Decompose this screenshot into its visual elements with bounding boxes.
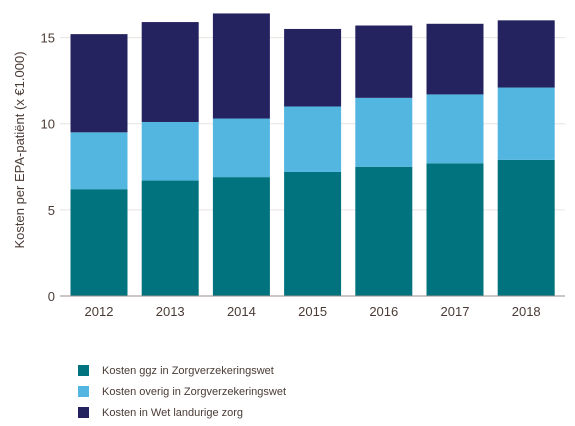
x-tick-label: 2015	[298, 304, 327, 319]
bar-segment	[212, 13, 270, 119]
bar-segment	[284, 171, 342, 296]
legend-swatch	[78, 407, 89, 418]
bar-segment	[355, 25, 413, 98]
bar-segment	[141, 22, 199, 122]
y-tick-label: 15	[41, 31, 55, 46]
legend: Kosten ggz in Zorgverzekeringswet Kosten …	[78, 360, 286, 423]
legend-item: Kosten ggz in Zorgverzekeringswet	[78, 360, 286, 381]
bar-segment	[212, 177, 270, 296]
legend-swatch	[78, 386, 89, 397]
bar-segment	[497, 87, 555, 160]
x-tick-label: 2013	[156, 304, 185, 319]
x-tick-label: 2016	[369, 304, 398, 319]
legend-swatch	[78, 365, 89, 376]
legend-item: Kosten overig in Zorgverzekeringswet	[78, 381, 286, 402]
bar-segment	[70, 34, 128, 133]
bar-segment	[70, 132, 128, 190]
bar-segment	[141, 121, 199, 181]
bar-segment	[426, 163, 484, 296]
legend-label: Kosten ggz in Zorgverzekeringswet	[102, 364, 274, 377]
bar-segment	[141, 180, 199, 296]
x-tick-labels: 2012 2013 2014 2015 2016 2017 2018	[85, 304, 541, 319]
y-tick-labels: 0 5 10 15	[41, 31, 55, 304]
bar-segment	[212, 118, 270, 178]
bar-segment	[355, 97, 413, 167]
legend-label: Kosten overig in Zorgverzekeringswet	[102, 385, 287, 398]
bar-segment	[497, 20, 555, 88]
bar-segment	[284, 106, 342, 172]
bar-segment	[284, 28, 342, 107]
bars	[70, 13, 555, 296]
bar-segment	[497, 159, 555, 296]
legend-label: Kosten in Wet landurige zorg	[102, 406, 244, 419]
y-tick-label: 0	[48, 289, 55, 304]
x-tick-label: 2012	[85, 304, 114, 319]
legend-item: Kosten in Wet landurige zorg	[78, 402, 286, 423]
bar-segment	[426, 23, 484, 95]
x-tick-label: 2018	[512, 304, 541, 319]
bar-segment	[355, 166, 413, 296]
x-tick-label: 2014	[227, 304, 256, 319]
bar-segment	[70, 189, 128, 296]
y-axis-label: Kosten per EPA-patiënt (x €1.000)	[12, 51, 27, 248]
x-tick-label: 2017	[441, 304, 470, 319]
bar-segment	[426, 94, 484, 164]
y-tick-label: 10	[41, 117, 55, 132]
y-tick-label: 5	[48, 203, 55, 218]
